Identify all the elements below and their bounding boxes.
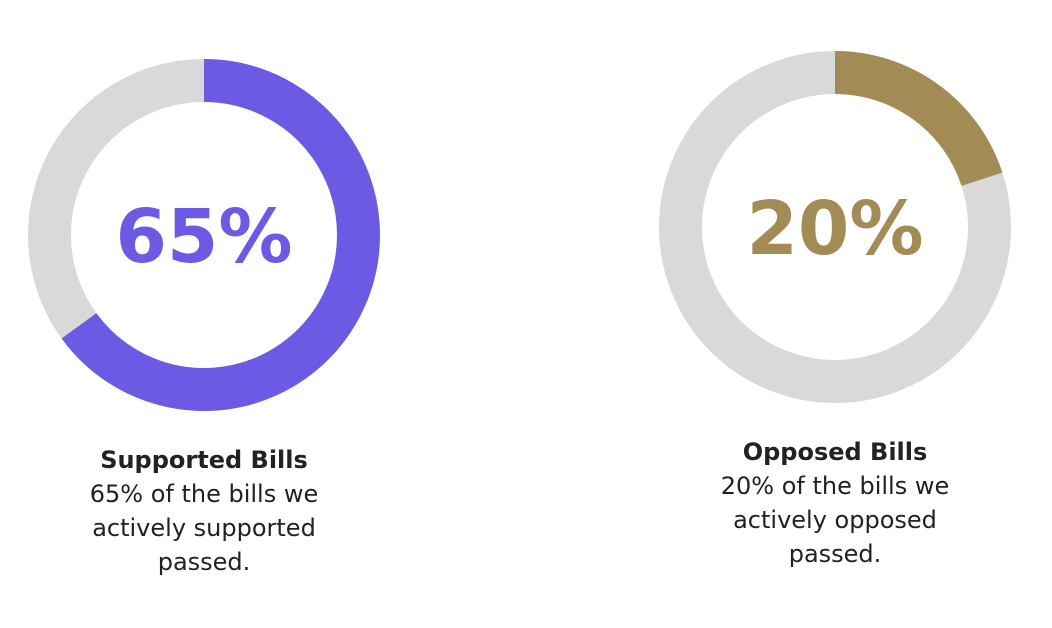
caption-line: passed. [157,548,251,576]
donut-value-arc [834,51,1003,187]
opposed-bills-caption: Opposed Bills 20% of the bills we active… [675,435,995,571]
caption-line: actively opposed [733,506,937,534]
caption-title: Supported Bills [100,446,308,474]
opposed-bills-donut: 20% [659,51,1011,403]
caption-line: 65% of the bills we [89,480,319,508]
donut-center-label: 20% [746,186,923,272]
donut-center-label: 65% [115,194,292,280]
caption-line: passed. [788,540,882,568]
caption-line: 20% of the bills we [720,472,950,500]
caption-line: actively supported [92,514,316,542]
supported-bills-donut: 65% [28,59,380,411]
donut-value-arc [61,59,380,411]
caption-title: Opposed Bills [742,438,928,466]
supported-bills-caption: Supported Bills 65% of the bills we acti… [44,443,364,579]
